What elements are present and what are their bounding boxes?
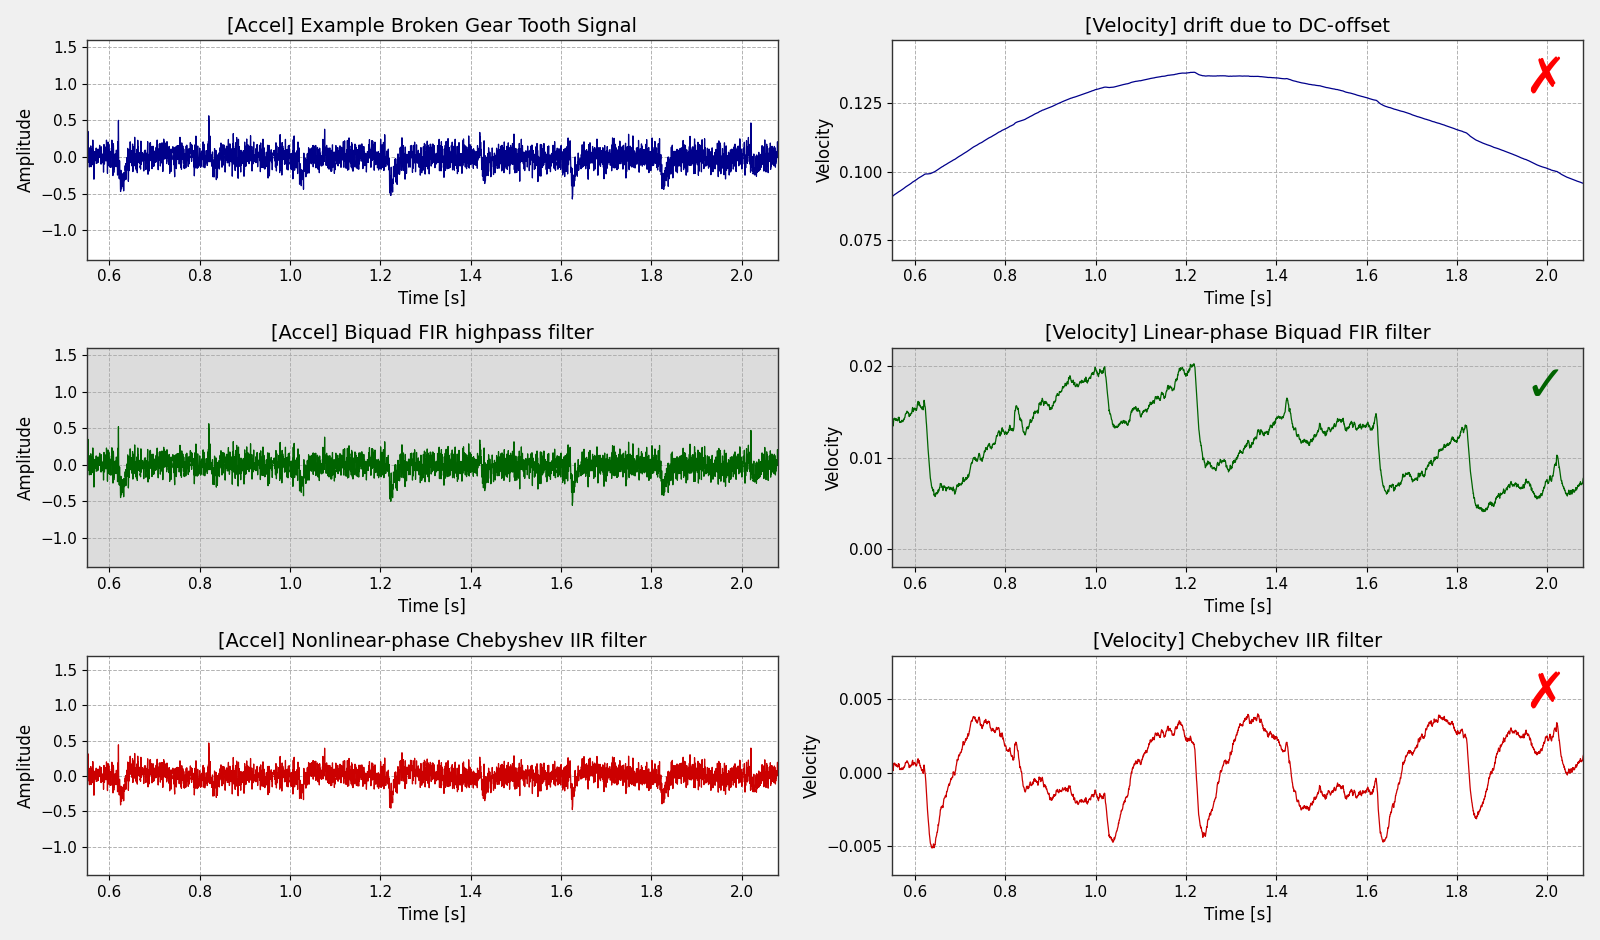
- Title: [Accel] Biquad FIR highpass filter: [Accel] Biquad FIR highpass filter: [270, 324, 594, 343]
- X-axis label: Time [s]: Time [s]: [398, 290, 466, 307]
- Text: ✓: ✓: [1525, 363, 1566, 411]
- X-axis label: Time [s]: Time [s]: [398, 905, 466, 923]
- X-axis label: Time [s]: Time [s]: [398, 598, 466, 616]
- X-axis label: Time [s]: Time [s]: [1203, 905, 1272, 923]
- Y-axis label: Amplitude: Amplitude: [16, 415, 35, 500]
- X-axis label: Time [s]: Time [s]: [1203, 598, 1272, 616]
- Y-axis label: Amplitude: Amplitude: [16, 107, 35, 193]
- Text: ✗: ✗: [1525, 55, 1566, 103]
- Y-axis label: Velocity: Velocity: [826, 425, 843, 490]
- X-axis label: Time [s]: Time [s]: [1203, 290, 1272, 307]
- Y-axis label: Velocity: Velocity: [816, 118, 834, 182]
- Title: [Velocity] Chebychev IIR filter: [Velocity] Chebychev IIR filter: [1093, 633, 1382, 651]
- Text: ✗: ✗: [1525, 671, 1566, 719]
- Y-axis label: Amplitude: Amplitude: [16, 723, 35, 807]
- Title: [Accel] Nonlinear-phase Chebyshev IIR filter: [Accel] Nonlinear-phase Chebyshev IIR fi…: [218, 633, 646, 651]
- Y-axis label: Velocity: Velocity: [803, 732, 821, 798]
- Title: [Velocity] Linear-phase Biquad FIR filter: [Velocity] Linear-phase Biquad FIR filte…: [1045, 324, 1430, 343]
- Title: [Accel] Example Broken Gear Tooth Signal: [Accel] Example Broken Gear Tooth Signal: [227, 17, 637, 36]
- Title: [Velocity] drift due to DC-offset: [Velocity] drift due to DC-offset: [1085, 17, 1390, 36]
